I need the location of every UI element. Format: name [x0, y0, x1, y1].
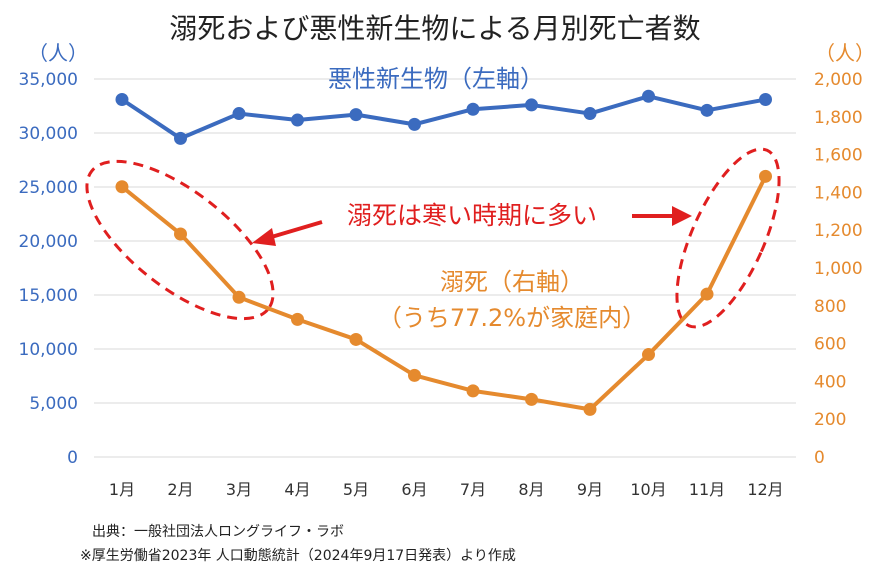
annotation-arrow-left [252, 220, 323, 246]
x-tick-label: 3月 [226, 480, 252, 499]
right-tick-label: 800 [814, 297, 846, 317]
x-tick-label: 8月 [518, 480, 544, 499]
data-point [525, 392, 538, 406]
data-point [232, 290, 246, 304]
data-point [583, 402, 597, 416]
data-point [291, 113, 304, 127]
left-tick-label: 20,000 [19, 232, 78, 252]
series-drowning [115, 169, 772, 416]
data-point [759, 93, 772, 107]
footnote-source: 出典：一般社団法人ロングライフ・ラボ [92, 524, 344, 540]
footnote-data: ※厚生労働省2023年 人口動態統計（2024年9月17日発表）より作成 [80, 548, 516, 564]
left-tick-label: 10,000 [19, 340, 78, 360]
data-point [583, 107, 597, 121]
right-tick-label: 0 [814, 448, 825, 468]
data-point [466, 384, 480, 398]
series-label-drowning: 溺死（右軸） [440, 268, 584, 296]
left-tick-label: 25,000 [19, 178, 78, 198]
data-point [700, 103, 714, 117]
right-tick-label: 1,800 [814, 108, 863, 128]
data-point [232, 107, 246, 121]
data-point [408, 117, 421, 131]
x-tick-label: 5月 [343, 480, 369, 499]
data-point [759, 169, 772, 183]
right-tick-label: 2,000 [814, 70, 863, 90]
x-tick-label: 6月 [401, 480, 427, 499]
right-axis-ticks: 0 200 400 600 800 1,000 1,200 1,400 1,600 1,800 2,… [814, 70, 863, 468]
right-tick-label: 1,400 [814, 183, 863, 203]
x-tick-label: 7月 [460, 480, 486, 499]
data-point [174, 227, 187, 241]
x-tick-label: 2月 [167, 480, 193, 499]
right-tick-label: 400 [814, 372, 846, 392]
chart-title: 溺死および悪性新生物による月別死亡者数 [169, 12, 700, 45]
annotation-text: 溺死は寒い時期に多い [347, 201, 597, 230]
x-axis-ticks: 1月 2月 3月 4月 5月 6月 7月 8月 9月 10月 11月 12月 [109, 480, 784, 499]
data-point [408, 368, 421, 382]
right-axis-unit: （人） [815, 41, 875, 65]
x-tick-label: 11月 [689, 480, 725, 499]
left-tick-label: 30,000 [19, 124, 78, 144]
data-point [291, 312, 304, 326]
annotation-arrow-right [632, 206, 692, 226]
right-tick-label: 1,600 [814, 146, 863, 166]
data-point [115, 93, 129, 107]
series-sublabel-drowning: （うち77.2%が家庭内） [378, 304, 646, 332]
data-point [700, 287, 714, 301]
data-point [349, 332, 363, 346]
series-line [120, 94, 766, 141]
x-tick-label: 4月 [284, 480, 310, 499]
data-point [349, 108, 363, 122]
left-axis-unit: （人） [28, 41, 88, 65]
data-point [174, 131, 187, 145]
right-tick-label: 1,200 [814, 221, 863, 241]
data-point [115, 180, 129, 194]
series-cancer [115, 89, 772, 145]
right-tick-label: 600 [814, 335, 846, 355]
left-axis-ticks: 0 5,000 10,000 15,000 20,000 25,000 30,000 35,0… [19, 70, 78, 468]
left-tick-label: 35,000 [19, 70, 78, 90]
right-tick-label: 200 [814, 410, 846, 430]
data-point [525, 98, 538, 112]
series-label-cancer: 悪性新生物（左軸） [328, 65, 544, 93]
left-tick-label: 5,000 [29, 394, 78, 414]
data-point [642, 348, 655, 362]
x-tick-label: 9月 [577, 480, 603, 499]
data-point [642, 89, 655, 103]
left-tick-label: 0 [67, 448, 78, 468]
left-tick-label: 15,000 [19, 286, 78, 306]
data-point [466, 102, 480, 116]
gridlines [94, 78, 796, 458]
series-line [120, 175, 768, 412]
x-tick-label: 12月 [747, 480, 783, 499]
highlight-ellipse-right [675, 147, 781, 329]
x-tick-label: 10月 [630, 480, 666, 499]
x-tick-label: 1月 [109, 480, 135, 499]
right-tick-label: 1,000 [814, 259, 863, 279]
